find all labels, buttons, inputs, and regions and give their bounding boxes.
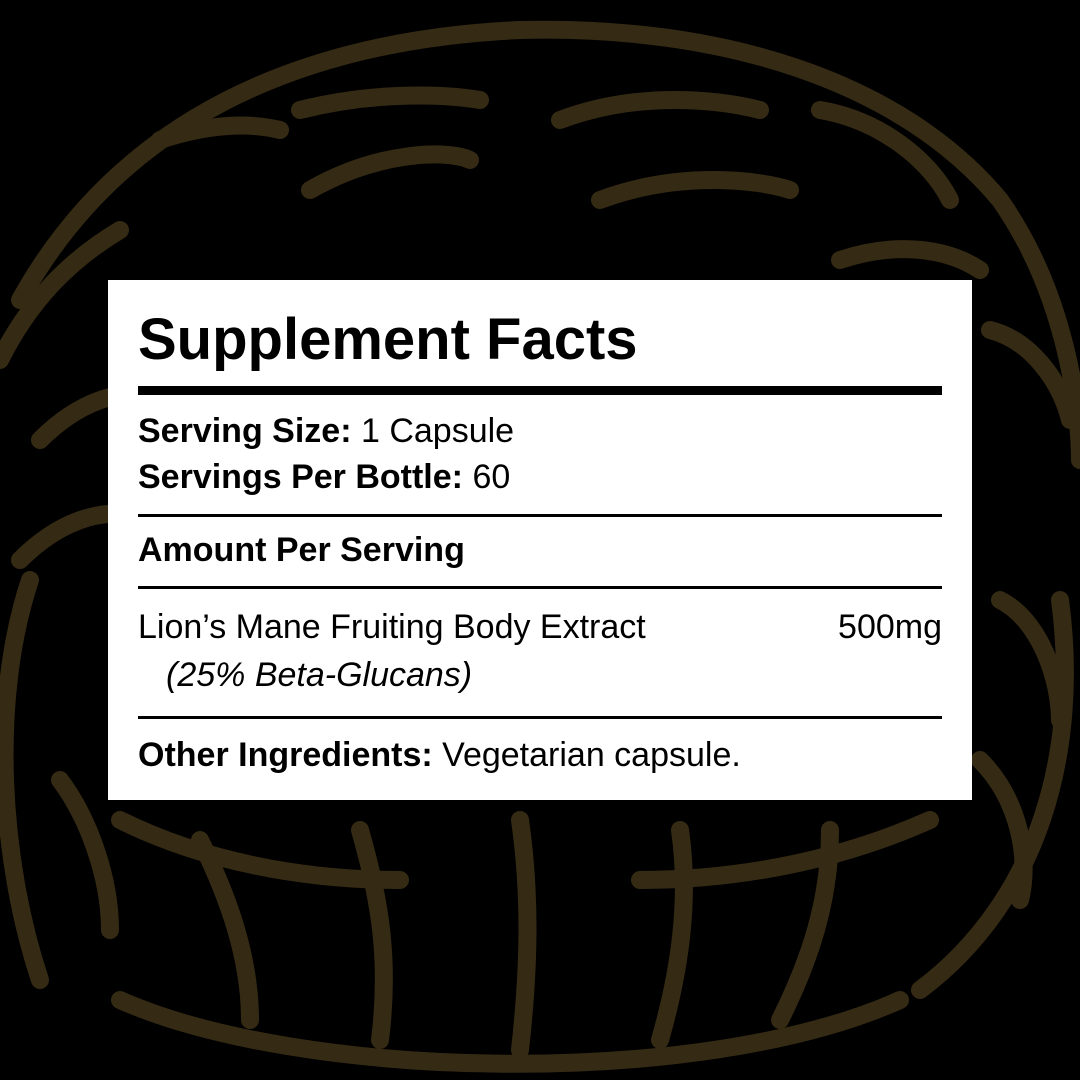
servings-per-bottle-value: 60: [472, 458, 511, 496]
other-ingredients-value: Vegetarian capsule.: [442, 736, 741, 774]
servings-per-bottle-label: Servings Per Bottle:: [138, 458, 463, 496]
ingredient-note: (25% Beta-Glucans): [166, 656, 473, 694]
divider: [138, 514, 942, 517]
supplement-facts-panel: Supplement Facts Serving Size: 1 Capsule…: [108, 280, 972, 800]
ingredient-name: Lion’s Mane Fruiting Body Extract: [138, 608, 646, 646]
label-title: Supplement Facts: [138, 307, 638, 372]
divider: [138, 716, 942, 719]
serving-size-label: Serving Size:: [138, 412, 352, 450]
serving-size: Serving Size: 1 Capsule: [138, 412, 514, 451]
serving-size-value: 1 Capsule: [360, 412, 515, 450]
other-ingredients-label: Other Ingredients:: [138, 736, 433, 774]
thick-divider: [138, 386, 942, 395]
ingredient-amount: 500mg: [838, 608, 942, 646]
amount-per-serving: Amount Per Serving: [138, 531, 465, 569]
divider: [138, 586, 942, 589]
servings-per-bottle: Servings Per Bottle: 60: [138, 458, 510, 497]
other-ingredients: Other Ingredients: Vegetarian capsule.: [138, 736, 741, 775]
